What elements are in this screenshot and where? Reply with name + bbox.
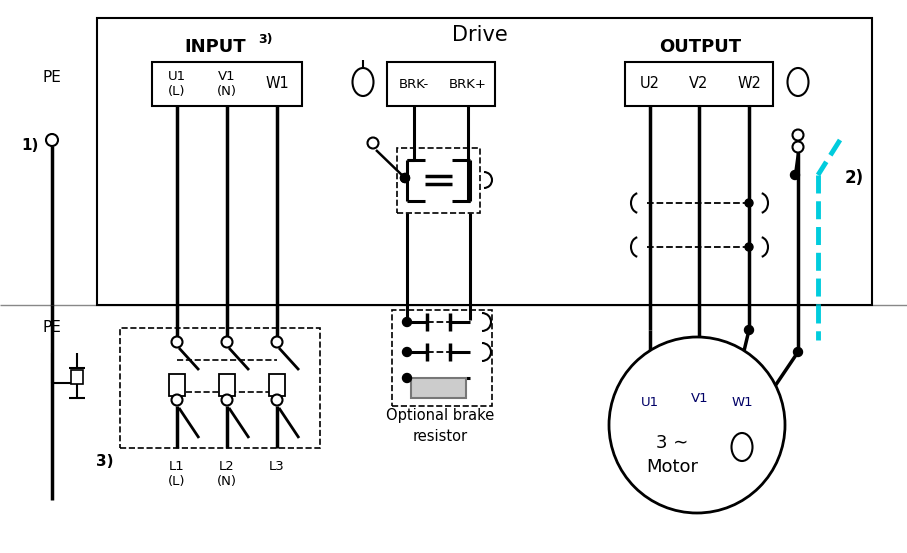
Text: INPUT: INPUT — [184, 38, 246, 56]
Text: Drive: Drive — [452, 25, 508, 45]
Bar — [169, 374, 185, 396]
Text: 2): 2) — [845, 169, 864, 187]
Bar — [219, 374, 235, 396]
Bar — [269, 374, 285, 396]
Bar — [120, 328, 320, 448]
Bar — [387, 62, 495, 106]
Text: OUTPUT: OUTPUT — [659, 38, 741, 56]
Text: PE: PE — [43, 70, 62, 86]
Text: W1: W1 — [265, 76, 288, 91]
Ellipse shape — [732, 433, 753, 461]
Ellipse shape — [353, 68, 374, 96]
Bar — [97, 18, 872, 305]
Circle shape — [401, 174, 409, 182]
Circle shape — [793, 129, 804, 140]
Circle shape — [271, 336, 282, 347]
Text: Motor: Motor — [646, 458, 698, 476]
Text: V2: V2 — [689, 76, 708, 91]
Bar — [625, 62, 773, 106]
Text: 1): 1) — [21, 138, 39, 153]
Text: L3: L3 — [269, 460, 285, 473]
Circle shape — [403, 373, 412, 383]
Bar — [152, 62, 302, 106]
Text: V1
(N): V1 (N) — [217, 70, 237, 98]
Text: BRK+: BRK+ — [449, 77, 487, 91]
Circle shape — [221, 336, 232, 347]
Circle shape — [221, 394, 232, 405]
Circle shape — [403, 347, 412, 357]
Circle shape — [367, 138, 378, 149]
Text: 3): 3) — [258, 34, 272, 46]
Text: L1
(L): L1 (L) — [169, 460, 186, 488]
Bar — [392, 310, 492, 406]
Circle shape — [46, 134, 58, 146]
Circle shape — [745, 243, 753, 251]
Text: 3 ∼: 3 ∼ — [656, 434, 688, 452]
Circle shape — [793, 142, 804, 153]
Circle shape — [745, 326, 754, 335]
Circle shape — [791, 170, 799, 180]
Circle shape — [171, 394, 182, 405]
Circle shape — [401, 174, 409, 182]
Text: W2: W2 — [737, 76, 761, 91]
Circle shape — [794, 347, 803, 357]
Text: U1: U1 — [641, 397, 659, 410]
Text: U2: U2 — [640, 76, 660, 91]
Circle shape — [171, 336, 182, 347]
Text: W1: W1 — [731, 397, 753, 410]
Circle shape — [609, 337, 785, 513]
Text: U1
(L): U1 (L) — [168, 70, 186, 98]
Text: BRK-: BRK- — [399, 77, 429, 91]
Text: PE: PE — [43, 320, 62, 335]
Bar — [71, 370, 83, 384]
Circle shape — [271, 394, 282, 405]
Bar — [397, 148, 480, 213]
Text: L2
(N): L2 (N) — [217, 460, 237, 488]
Circle shape — [403, 317, 412, 326]
Text: Optional brake
resistor: Optional brake resistor — [385, 408, 494, 444]
Ellipse shape — [787, 68, 808, 96]
Circle shape — [745, 199, 753, 207]
Bar — [411, 378, 466, 398]
Text: 3): 3) — [96, 455, 113, 469]
Text: V1: V1 — [691, 392, 708, 404]
